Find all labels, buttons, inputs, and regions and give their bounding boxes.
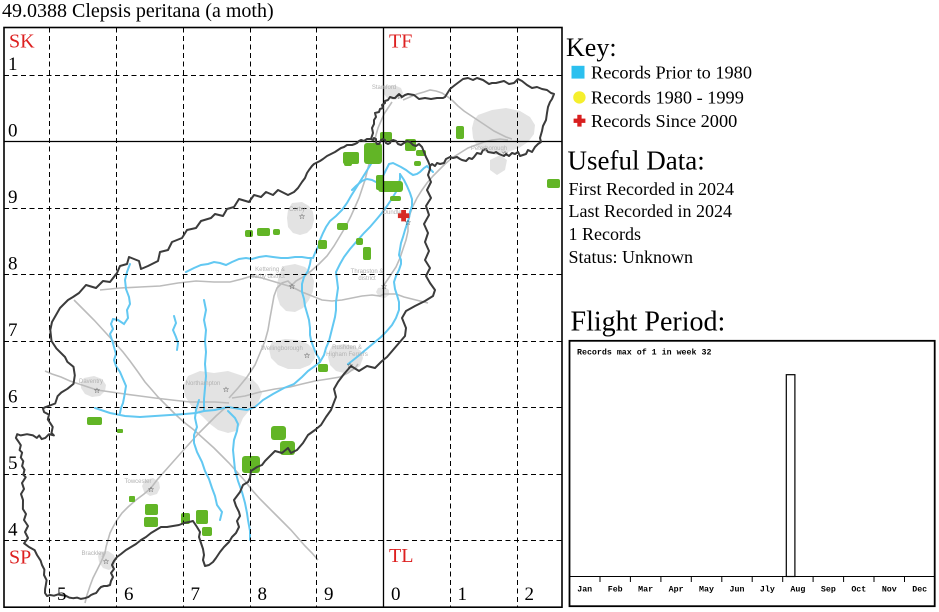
svg-text:Dec: Dec bbox=[912, 586, 927, 595]
svg-text:☆: ☆ bbox=[397, 92, 404, 101]
svg-text:Higham Ferrers: Higham Ferrers bbox=[326, 352, 368, 358]
svg-text:Records Since 2000: Records Since 2000 bbox=[591, 111, 737, 131]
svg-text:Towcester: Towcester bbox=[124, 479, 151, 485]
svg-text:7: 7 bbox=[191, 584, 201, 605]
svg-text:Jun: Jun bbox=[730, 586, 745, 595]
svg-text:district: district bbox=[358, 276, 376, 282]
svg-text:8: 8 bbox=[8, 253, 18, 274]
svg-text:6: 6 bbox=[8, 386, 18, 407]
svg-text:7: 7 bbox=[8, 320, 18, 341]
svg-text:Jly: Jly bbox=[760, 585, 775, 595]
svg-text:corby district: corby district bbox=[251, 274, 285, 280]
svg-text:First Recorded in 2024: First Recorded in 2024 bbox=[569, 179, 734, 199]
svg-text:9: 9 bbox=[324, 584, 334, 605]
svg-text:☆: ☆ bbox=[223, 385, 230, 394]
svg-text:Mar: Mar bbox=[638, 586, 653, 595]
svg-text:Oundle: Oundle bbox=[382, 210, 402, 216]
svg-text:Oct: Oct bbox=[851, 586, 866, 595]
svg-text:Rushden &: Rushden & bbox=[332, 345, 362, 351]
svg-text:1: 1 bbox=[8, 54, 18, 75]
svg-text:4: 4 bbox=[8, 519, 18, 540]
svg-text:Apr: Apr bbox=[669, 586, 684, 595]
svg-text:Northampton: Northampton bbox=[186, 381, 221, 387]
svg-text:Useful Data:: Useful Data: bbox=[568, 146, 705, 176]
svg-text:Peterborough: Peterborough bbox=[471, 146, 507, 152]
svg-text:Wellingborough: Wellingborough bbox=[261, 346, 303, 352]
svg-text:8: 8 bbox=[258, 584, 268, 605]
svg-text:☆: ☆ bbox=[103, 557, 110, 566]
svg-text:SK: SK bbox=[9, 31, 35, 53]
svg-text:Stamford: Stamford bbox=[372, 85, 396, 91]
svg-text:☆: ☆ bbox=[502, 149, 509, 158]
svg-text:Status: Unknown: Status: Unknown bbox=[569, 247, 694, 267]
svg-text:☆: ☆ bbox=[289, 282, 296, 291]
svg-text:☆: ☆ bbox=[347, 361, 354, 370]
svg-text:Thrapston &: Thrapston & bbox=[351, 269, 384, 275]
svg-text:May: May bbox=[699, 586, 714, 595]
svg-text:Records max of 1 in week 32: Records max of 1 in week 32 bbox=[577, 348, 711, 358]
svg-text:Daventry: Daventry bbox=[79, 379, 103, 385]
svg-text:TL: TL bbox=[389, 545, 413, 567]
svg-text:Feb: Feb bbox=[608, 585, 623, 595]
svg-text:0: 0 bbox=[8, 120, 18, 141]
svg-text:Brackley: Brackley bbox=[81, 551, 104, 557]
svg-text:1 Records: 1 Records bbox=[569, 224, 641, 244]
svg-text:Records Prior to 1980: Records Prior to 1980 bbox=[591, 63, 752, 83]
svg-text:5: 5 bbox=[8, 453, 18, 474]
svg-text:☆: ☆ bbox=[405, 218, 412, 227]
svg-text:5: 5 bbox=[57, 584, 67, 605]
svg-text:Records 1980 - 1999: Records 1980 - 1999 bbox=[591, 88, 744, 108]
svg-text:1: 1 bbox=[458, 584, 468, 605]
svg-text:Last Recorded in 2024: Last Recorded in 2024 bbox=[569, 201, 732, 221]
svg-text:☆: ☆ bbox=[148, 485, 155, 494]
svg-text:Corby: Corby bbox=[289, 207, 305, 213]
svg-text:Sep: Sep bbox=[821, 586, 836, 595]
svg-text:Key:: Key: bbox=[566, 33, 617, 62]
svg-text:☆: ☆ bbox=[304, 351, 311, 360]
svg-text:☆: ☆ bbox=[299, 212, 306, 221]
svg-text:6: 6 bbox=[124, 584, 134, 605]
svg-text:Jan: Jan bbox=[577, 586, 592, 595]
svg-text:TF: TF bbox=[389, 31, 412, 53]
svg-text:☆: ☆ bbox=[94, 386, 101, 395]
svg-text:9: 9 bbox=[8, 187, 18, 208]
svg-text:Aug: Aug bbox=[790, 586, 805, 595]
svg-text:0: 0 bbox=[391, 584, 401, 605]
svg-text:SP: SP bbox=[9, 547, 31, 569]
svg-text:Flight Period:: Flight Period: bbox=[571, 307, 726, 338]
svg-text:Kettering &: Kettering & bbox=[255, 267, 285, 273]
svg-text:49.0388 Clepsis peritana (a mo: 49.0388 Clepsis peritana (a moth) bbox=[2, 0, 274, 22]
svg-text:2: 2 bbox=[525, 584, 535, 605]
svg-text:☆: ☆ bbox=[381, 282, 388, 291]
svg-text:Nov: Nov bbox=[882, 586, 897, 595]
